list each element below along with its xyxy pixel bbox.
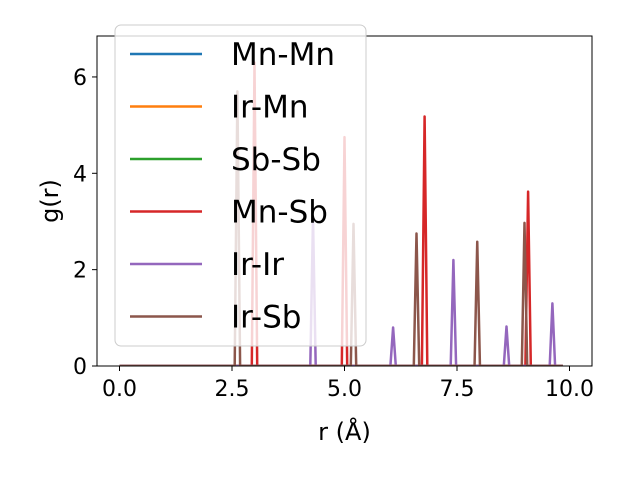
legend: Mn-Mn Ir-Mn Sb-Sb Mn-Sb Ir-Ir Ir-Sb: [114, 24, 367, 347]
x-axis: 0.0 2.5 5.0 7.5 10.0: [102, 366, 594, 402]
x-tick-label: 7.5: [440, 377, 475, 402]
x-tick-label: 5.0: [327, 377, 362, 402]
y-axis-label: g(r): [36, 179, 64, 223]
legend-label: Ir-Sb: [231, 300, 301, 336]
x-axis-label: r (Å): [318, 417, 371, 446]
legend-label: Sb-Sb: [231, 142, 321, 178]
y-tick-label: 6: [73, 66, 87, 91]
x-tick-label: 0.0: [102, 377, 137, 402]
y-tick-label: 4: [73, 162, 87, 187]
x-tick-label: 10.0: [545, 377, 594, 402]
legend-label: Ir-Ir: [231, 247, 284, 283]
legend-label: Ir-Mn: [231, 90, 309, 126]
legend-label: Mn-Sb: [231, 195, 328, 231]
y-tick-label: 0: [73, 355, 87, 380]
y-tick-label: 2: [73, 259, 87, 284]
y-axis: 0 2 4 6: [73, 66, 97, 380]
x-tick-label: 2.5: [215, 377, 250, 402]
legend-label: Mn-Mn: [231, 37, 335, 73]
legend-frame: [114, 24, 367, 347]
